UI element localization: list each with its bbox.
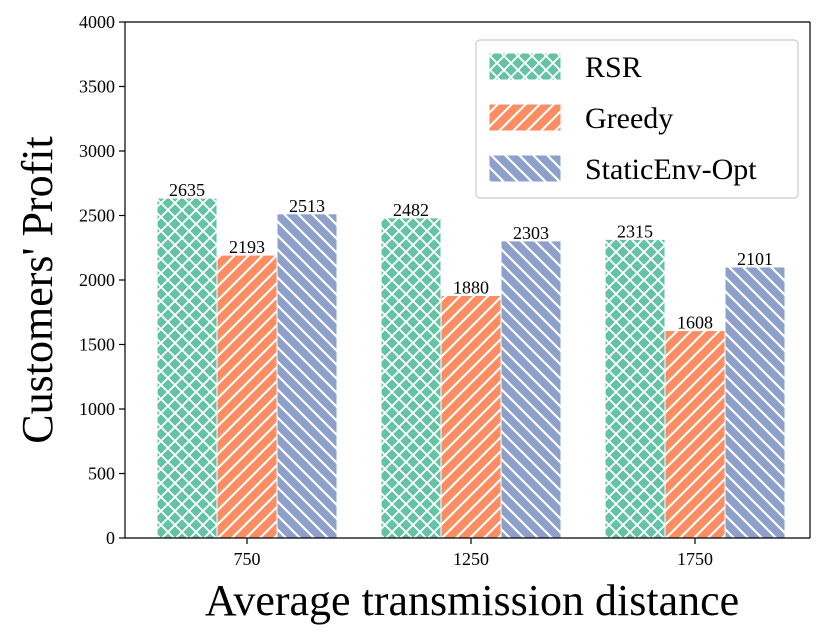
x-tick-label: 1750: [677, 549, 713, 569]
y-ticks: 0 500 1000 1500 2000 2500 3000 3500 4000: [79, 12, 125, 548]
y-tick-label: 3500: [79, 77, 115, 97]
bar-label-staticenv-opt-1750: 2101: [737, 249, 773, 269]
bar-staticenv-opt-1750: [724, 266, 786, 539]
bar-label-staticenv-opt-1250: 2303: [513, 223, 549, 243]
bar-staticenv-opt-1250: [500, 240, 562, 539]
bar-rsr-1750: [604, 238, 666, 539]
y-axis-title: Customers' Profit: [13, 136, 62, 443]
y-tick-label: 2000: [79, 270, 115, 290]
legend-label-staticenv-opt: StaticEnv-Opt: [585, 153, 757, 186]
y-tick-label: 2500: [79, 206, 115, 226]
legend-label-rsr: RSR: [585, 51, 642, 84]
y-tick-label: 4000: [79, 12, 115, 32]
bar-label-staticenv-opt-750: 2513: [289, 196, 325, 216]
y-tick-label: 1000: [79, 399, 115, 419]
y-tick-label: 500: [88, 464, 115, 484]
bar-staticenv-opt-750: [276, 213, 338, 539]
legend-swatch-rsr: [488, 52, 562, 81]
y-tick-label: 1500: [79, 335, 115, 355]
bar-label-rsr-750: 2635: [169, 180, 205, 200]
legend: RSR Greedy StaticEnv-Opt: [475, 39, 799, 199]
bar-greedy-1750: [664, 330, 726, 539]
bar-labels-group: 2635 2193 2513 2482 1880 2303 2315 1608 2101: [169, 180, 773, 332]
x-ticks: 750 1250 1750: [234, 538, 713, 569]
bar-rsr-750: [156, 197, 218, 539]
y-tick-label: 0: [106, 528, 115, 548]
legend-swatch-staticenv-opt: [488, 154, 562, 183]
bar-label-greedy-1750: 1608: [677, 313, 713, 333]
y-tick-label: 3000: [79, 141, 115, 161]
bar-label-rsr-1250: 2482: [393, 200, 429, 220]
x-axis-title: Average transmission distance: [205, 576, 739, 625]
bar-label-greedy-1250: 1880: [453, 277, 489, 297]
x-tick-label: 750: [234, 549, 261, 569]
bar-rsr-1250: [380, 217, 442, 539]
bar-greedy-1250: [440, 294, 502, 539]
x-tick-label: 1250: [453, 549, 489, 569]
legend-swatch-greedy: [488, 103, 562, 132]
bar-label-rsr-1750: 2315: [617, 221, 653, 241]
legend-label-greedy: Greedy: [585, 102, 673, 135]
bar-label-greedy-750: 2193: [229, 237, 265, 257]
bar-greedy-750: [216, 254, 278, 539]
bars-group: [156, 197, 786, 539]
